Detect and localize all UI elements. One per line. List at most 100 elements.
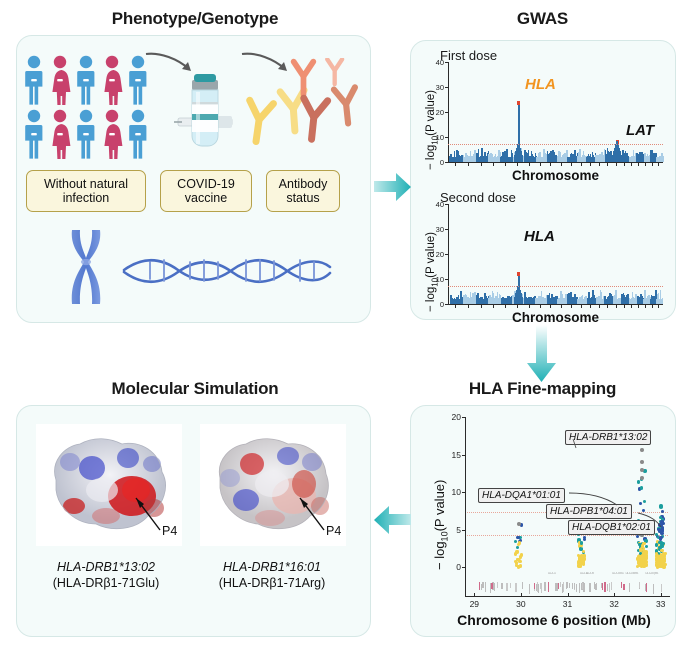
manhattan-point (644, 156, 647, 162)
manhattan-point (449, 155, 451, 162)
manhattan-point (560, 157, 563, 162)
gwas-first-dose-plot: 0 10 20 30 40 (436, 58, 664, 168)
x-tick (651, 163, 653, 166)
gwas2-xlabel: Chromosome (511, 310, 599, 325)
fm-point-significant (658, 505, 663, 510)
fm-point (659, 523, 663, 527)
label-box-covid-19-vaccine[interactable]: COVID-19 vaccine (160, 170, 252, 212)
gene-track-mark (584, 582, 586, 592)
gwas2-significance-line (448, 286, 663, 287)
x-tick (560, 163, 562, 166)
manhattan-point (521, 296, 523, 304)
lbox-1-line1: Without natural (43, 177, 129, 191)
gene-track-mark (628, 583, 630, 592)
manhattan-point (651, 296, 653, 304)
manhattan-point (452, 299, 454, 304)
gene-track-mark (593, 582, 595, 590)
gene-track-mark (566, 582, 568, 590)
fm-point-significant (640, 460, 645, 464)
person-icon-male (129, 109, 147, 159)
fm-point (518, 535, 522, 539)
manhattan-point (515, 289, 517, 304)
x-tick (517, 163, 519, 166)
fm-callout-hla-drb1-1302[interactable]: HLA-DRB1*13:02 (565, 430, 652, 445)
manhattan-point (519, 289, 521, 304)
manhattan-point (493, 298, 496, 304)
fm-point (516, 545, 520, 550)
manhattan-point (651, 156, 654, 162)
fm-point (657, 561, 662, 565)
manhattan-point (458, 156, 460, 162)
x-tick (550, 163, 552, 166)
fm-point (658, 526, 663, 530)
manhattan-point (547, 153, 550, 162)
manhattan-point (613, 295, 615, 304)
panel-title-finemapping: HLA Fine-mapping (468, 379, 617, 398)
manhattan-point (453, 154, 456, 162)
label-box-without-natural-infection[interactable]: Without natural infection (26, 170, 146, 212)
manhattan-point (597, 297, 599, 304)
fm-point (638, 543, 642, 547)
y-tick (445, 304, 448, 305)
x-tick (550, 305, 552, 308)
gene-track-mark (482, 582, 484, 589)
manhattan-point (495, 296, 498, 304)
manhattan-point (460, 294, 462, 304)
manhattan-point (563, 299, 566, 304)
manhattan-point (621, 149, 623, 162)
manhattan-point (572, 298, 575, 304)
manhattan-point (565, 294, 567, 304)
fm-point (639, 501, 643, 506)
gene-track-mark (494, 583, 496, 592)
manhattan-point (537, 154, 540, 162)
gwas2-y-axis (448, 204, 450, 304)
fm-y-axis (465, 417, 467, 597)
manhattan-point (566, 294, 569, 304)
manhattan-point (501, 155, 503, 162)
lbox-1-line2: infection (62, 191, 110, 205)
manhattan-point (660, 299, 662, 304)
gene-track-mark (480, 583, 482, 590)
manhattan-point (562, 297, 564, 304)
label-box-antibody-status[interactable]: Antibody status (266, 170, 340, 212)
manhattan-point (628, 297, 631, 304)
fm-point (658, 545, 662, 550)
fm-point (516, 565, 521, 569)
fm-callout-hla-dpb1-0401[interactable]: HLA-DPB1*04:01 (546, 504, 632, 519)
manhattan-point (551, 298, 554, 304)
manhattan-point (593, 157, 596, 162)
manhattan-point (568, 293, 570, 304)
gene-track-mark (557, 583, 560, 589)
fm-callout-hla-dqa1-0101[interactable]: HLA-DQA1*01:01 (478, 488, 565, 503)
fm-point (637, 555, 641, 559)
fm-point (519, 523, 524, 527)
gene-track-mark (485, 582, 487, 590)
fm-point (660, 554, 664, 558)
manhattan-point (587, 298, 589, 304)
x-tick (651, 305, 653, 308)
manhattan-point (570, 292, 572, 304)
manhattan-point (479, 299, 481, 304)
fm-x-tick (660, 593, 662, 597)
manhattan-point (618, 299, 621, 304)
manhattan-point (480, 299, 483, 304)
p4-label-right: P4 (326, 524, 342, 538)
fm-callout-hla-dqb1-0201[interactable]: HLA-DQB1*02:01 (568, 520, 655, 535)
manhattan-point (624, 151, 627, 162)
fm-point (576, 562, 581, 566)
manhattan-point (550, 298, 552, 304)
manhattan-point (457, 150, 459, 162)
manhattan-point (610, 156, 613, 162)
manhattan-peak-tip (517, 271, 520, 276)
fm-point-significant (640, 448, 645, 452)
fm-point (516, 536, 520, 540)
arrow-phenotype-to-gwas (374, 173, 411, 201)
gene-track-mark (501, 582, 503, 589)
fm-point (579, 561, 583, 566)
manhattan-point (603, 149, 606, 162)
gene-track-mark (522, 582, 524, 589)
gene-track-mark (560, 582, 562, 588)
manhattan-point (509, 298, 511, 304)
manhattan-point (605, 299, 607, 304)
manhattan-point (568, 299, 570, 304)
